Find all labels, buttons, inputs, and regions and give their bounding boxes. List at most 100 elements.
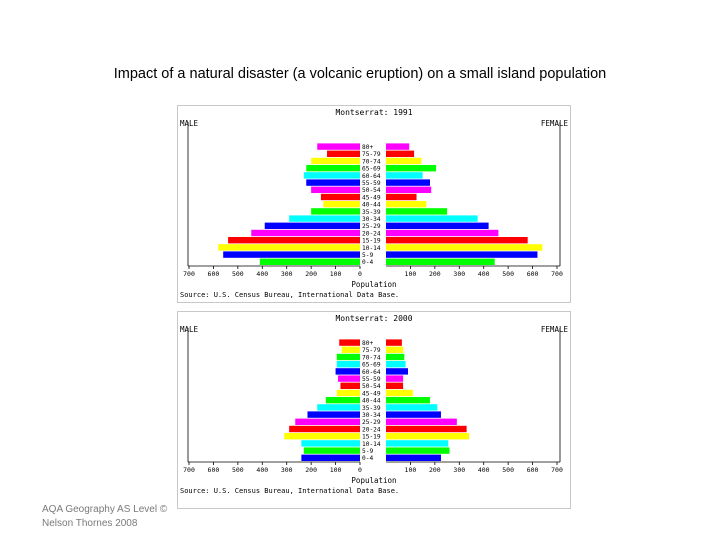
tick-label-14: 700 [551, 466, 563, 474]
age-label-45-49: 45-49 [362, 390, 381, 397]
male-bar-50-54 [311, 186, 360, 193]
tick-label-2: 500 [232, 466, 244, 474]
male-bar-40-44 [325, 397, 360, 404]
female-bar-60-64 [386, 172, 423, 179]
female-bar-55-59 [386, 375, 404, 382]
age-label-70-74: 70-74 [362, 158, 381, 165]
female-bar-45-49 [386, 193, 417, 201]
tick-label-7: 0 [358, 466, 362, 474]
female-bar-65-69 [386, 361, 406, 368]
age-label-60-64: 60-64 [362, 369, 381, 376]
age-label-10-14: 10-14 [362, 441, 381, 448]
tick-label-3: 400 [256, 466, 268, 474]
age-label-55-59: 55-59 [362, 376, 381, 383]
age-label-15-19: 15-19 [362, 238, 381, 245]
tick-label-4: 300 [281, 466, 293, 474]
age-label-65-69: 65-69 [362, 362, 381, 369]
female-bar-15-19 [386, 433, 470, 440]
age-label-60-64: 60-64 [362, 173, 381, 180]
female-bar-80+ [386, 339, 402, 346]
age-label-70-74: 70-74 [362, 354, 381, 361]
slide-title: Impact of a natural disaster (a volcanic… [113, 66, 607, 82]
female-bar-75-79 [386, 346, 404, 353]
age-label-20-24: 20-24 [362, 230, 381, 237]
age-label-10-14: 10-14 [362, 245, 381, 252]
female-bar-10-14 [386, 440, 449, 447]
source-note: Source: U.S. Census Bureau, Internationa… [180, 291, 399, 299]
male-bar-0-4 [301, 454, 360, 461]
age-label-55-59: 55-59 [362, 180, 381, 187]
age-label-30-34: 30-34 [362, 412, 381, 419]
tick-label-10: 300 [453, 466, 465, 474]
tick-label-1: 600 [208, 270, 220, 278]
male-bar-35-39 [311, 208, 360, 215]
male-bar-15-19 [228, 237, 360, 244]
pyramid-1991-svg: Montserrat: 1991 MALE FEMALE 0-45-910-1415-… [180, 108, 568, 299]
footer-credit-line1: AQA Geography AS Level © [42, 504, 168, 515]
male-bar-30-34 [307, 411, 360, 418]
age-label-30-34: 30-34 [362, 216, 381, 223]
male-bar-70-74 [311, 157, 360, 165]
female-bar-35-39 [386, 404, 438, 411]
age-label-5-9: 5-9 [362, 448, 373, 455]
male-bar-45-49 [320, 193, 360, 201]
female-bar-40-44 [386, 397, 430, 404]
x-axis-label: Population [351, 476, 396, 485]
footer-credit-line2: Nelson Thornes 2008 [42, 518, 138, 529]
female-bar-50-54 [386, 186, 432, 193]
male-label: MALE [180, 325, 199, 334]
female-bar-75-79 [386, 150, 415, 157]
male-bar-50-54 [340, 382, 360, 389]
tick-label-12: 500 [502, 466, 514, 474]
age-label-0-4: 0-4 [362, 455, 373, 462]
female-bar-5-9 [386, 251, 538, 258]
male-bar-45-49 [336, 389, 360, 397]
female-bar-20-24 [386, 425, 467, 433]
female-bar-25-29 [386, 418, 457, 425]
age-label-35-39: 35-39 [362, 405, 381, 412]
chart-title: Montserrat: 2000 [335, 314, 412, 323]
tick-label-0: 700 [183, 466, 195, 474]
female-bar-80+ [386, 143, 410, 150]
tick-label-9: 200 [429, 270, 441, 278]
age-label-40-44: 40-44 [362, 202, 381, 209]
age-label-20-24: 20-24 [362, 426, 381, 433]
male-bar-10-14 [218, 244, 360, 251]
female-bar-65-69 [386, 165, 437, 172]
male-label: MALE [180, 119, 199, 128]
female-label: FEMALE [541, 325, 569, 334]
age-label-25-29: 25-29 [362, 419, 381, 426]
female-bar-40-44 [386, 201, 427, 208]
male-bar-30-34 [289, 215, 360, 222]
tick-label-14: 700 [551, 270, 563, 278]
age-label-65-69: 65-69 [362, 166, 381, 173]
female-bar-70-74 [386, 353, 405, 361]
x-axis-label: Population [351, 280, 396, 289]
male-bar-55-59 [338, 375, 360, 382]
male-bar-60-64 [335, 368, 360, 375]
tick-label-5: 200 [305, 466, 317, 474]
tick-label-9: 200 [429, 466, 441, 474]
female-bar-30-34 [386, 215, 478, 222]
footer: AQA Geography AS Level © Nelson Thornes … [42, 503, 167, 531]
chart-title: Montserrat: 1991 [335, 108, 412, 117]
male-bar-60-64 [303, 172, 360, 179]
age-label-75-79: 75-79 [362, 347, 381, 354]
age-label-15-19: 15-19 [362, 434, 381, 441]
age-label-35-39: 35-39 [362, 209, 381, 216]
male-bar-25-29 [295, 418, 360, 425]
male-bar-80+ [317, 143, 360, 150]
tick-label-0: 700 [183, 270, 195, 278]
tick-label-1: 600 [208, 466, 220, 474]
age-label-50-54: 50-54 [362, 383, 381, 390]
male-bar-0-4 [259, 258, 360, 265]
pyramid-2000: Montserrat: 2000 MALE FEMALE 0-4 5-9 10-14 15-… [177, 311, 571, 509]
age-label-40-44: 40-44 [362, 398, 381, 405]
male-bar-40-44 [323, 201, 360, 208]
female-bar-15-19 [386, 237, 528, 244]
male-bar-5-9 [223, 251, 360, 258]
tick-label-8: 100 [405, 270, 417, 278]
tick-label-11: 400 [478, 270, 490, 278]
male-bar-80+ [339, 339, 360, 346]
male-bar-55-59 [306, 179, 360, 186]
